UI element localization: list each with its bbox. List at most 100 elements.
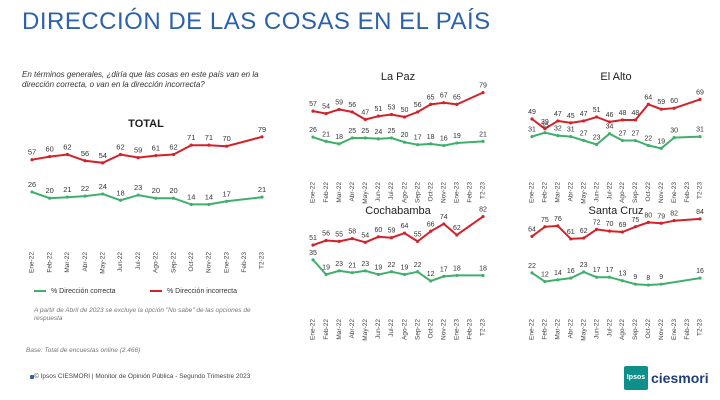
data-point-2-1-13 xyxy=(698,135,702,139)
data-point-0-0-2 xyxy=(65,152,69,157)
tick-label-2-8: Sep-22 xyxy=(632,182,639,203)
data-label-2-1-2: 32 xyxy=(554,126,562,133)
data-label-4-0-2: 76 xyxy=(554,216,562,223)
data-point-2-1-7 xyxy=(620,138,625,143)
data-point-1-0-1 xyxy=(324,112,328,116)
tick-label-1-11: Ene-23 xyxy=(454,182,461,203)
data-point-0-1-5 xyxy=(118,198,123,202)
data-label-2-0-3: 45 xyxy=(567,113,575,120)
footnote: A partir de Abril de 2023 se excluye la … xyxy=(34,307,251,322)
data-point-2-1-11 xyxy=(672,136,676,140)
data-label-2-1-6: 34 xyxy=(606,124,614,131)
data-point-2-1-0 xyxy=(530,135,534,139)
legend-correct: % Dirección correcta xyxy=(34,288,116,295)
data-point-2-0-2 xyxy=(556,119,560,123)
data-label-4-0-0: 64 xyxy=(528,226,536,233)
data-label-2-0-8: 48 xyxy=(631,110,639,117)
data-point-0-1-6 xyxy=(136,193,140,197)
data-point-1-1-13 xyxy=(481,139,485,143)
data-label-0-1-4: 24 xyxy=(99,182,107,191)
tick-label-1-9: Oct-22 xyxy=(427,182,434,202)
data-point-4-1-2 xyxy=(556,278,560,282)
tick-label-1-8: Sep-22 xyxy=(414,182,421,203)
legend-correct-label: % Dirección correcta xyxy=(51,288,116,295)
tick-label-0-13: T2-23 xyxy=(259,252,266,269)
data-label-0-0-6: 59 xyxy=(134,146,142,155)
tick-label-0-5: Jun-22 xyxy=(117,252,124,272)
tick-label-1-0: Ene-22 xyxy=(310,182,317,203)
data-point-4-0-7 xyxy=(620,230,625,234)
data-point-1-1-8 xyxy=(416,143,420,147)
data-point-2-1-10 xyxy=(659,146,663,150)
tick-label-4-1: Feb-22 xyxy=(542,319,549,340)
data-label-3-1-13: 18 xyxy=(479,265,487,272)
data-label-0-0-9: 71 xyxy=(187,133,195,142)
data-point-2-1-4 xyxy=(582,138,586,143)
base-note: Base: Total de encuestas online (2.466) xyxy=(26,347,141,354)
data-point-1-1-0 xyxy=(311,135,315,139)
survey-question: En términos generales, ¿diría que las co… xyxy=(22,70,259,89)
data-label-3-0-5: 60 xyxy=(374,227,382,234)
data-point-3-0-10 xyxy=(442,222,446,226)
tick-label-2-10: Nov-22 xyxy=(658,182,665,203)
data-label-3-0-3: 58 xyxy=(348,229,356,236)
data-point-1-0-10 xyxy=(442,101,446,105)
data-point-0-0-5 xyxy=(118,152,123,157)
data-label-0-1-6: 23 xyxy=(134,183,142,192)
data-label-2-1-13: 31 xyxy=(696,127,704,134)
tick-label-0-6: Jul-22 xyxy=(135,252,142,270)
data-point-2-1-1 xyxy=(543,131,547,135)
data-label-4-0-13: 84 xyxy=(696,209,704,216)
data-label-4-1-2: 14 xyxy=(554,270,562,277)
data-point-1-1-5 xyxy=(376,137,380,141)
data-point-0-0-4 xyxy=(101,161,105,165)
data-point-1-0-6 xyxy=(389,112,394,117)
tick-label-1-13: T2-23 xyxy=(480,182,487,199)
data-label-4-1-13: 16 xyxy=(696,268,704,275)
tick-label-3-10: Nov-22 xyxy=(440,319,447,340)
data-label-3-0-6: 59 xyxy=(388,228,396,235)
data-point-4-0-5 xyxy=(595,227,599,231)
data-point-0-0-11 xyxy=(225,144,229,148)
data-point-1-0-0 xyxy=(311,109,315,113)
data-point-0-1-8 xyxy=(171,196,176,200)
data-point-1-1-9 xyxy=(429,142,433,146)
data-point-4-1-4 xyxy=(582,270,586,274)
footer-text: © Ipsos CIESMORI | Monitor de Opinión Pú… xyxy=(34,373,251,380)
data-label-3-0-13: 82 xyxy=(479,207,487,214)
tick-label-0-9: Oct-22 xyxy=(188,252,195,272)
data-label-2-0-7: 48 xyxy=(619,110,627,117)
tick-label-4-10: Nov-22 xyxy=(658,319,665,340)
data-point-0-0-6 xyxy=(136,156,140,160)
data-point-3-0-0 xyxy=(311,243,315,247)
data-label-1-0-5: 51 xyxy=(374,106,382,113)
data-point-2-1-8 xyxy=(633,138,637,143)
data-point-2-1-5 xyxy=(595,142,599,147)
data-label-1-0-0: 57 xyxy=(309,101,317,108)
data-point-0-1-9 xyxy=(189,202,193,207)
data-label-2-1-10: 19 xyxy=(657,138,665,145)
data-point-2-1-3 xyxy=(569,135,573,139)
tick-label-4-12: Feb-23 xyxy=(684,319,691,340)
data-label-3-1-7: 19 xyxy=(401,265,409,272)
data-point-0-0-9 xyxy=(189,143,193,147)
tick-label-0-2: Mar-22 xyxy=(64,252,71,273)
data-label-4-1-0: 22 xyxy=(528,263,536,270)
data-point-4-0-10 xyxy=(659,221,663,225)
data-point-0-1-0 xyxy=(30,190,34,194)
data-point-4-0-4 xyxy=(582,236,586,240)
tick-label-0-4: May-22 xyxy=(99,252,106,274)
data-point-1-0-3 xyxy=(350,110,354,114)
data-point-3-0-13 xyxy=(481,214,485,219)
data-label-2-0-13: 69 xyxy=(696,89,704,96)
data-label-0-1-1: 20 xyxy=(46,186,54,195)
data-label-4-1-6: 17 xyxy=(606,267,614,274)
data-point-3-1-4 xyxy=(363,269,367,273)
data-point-4-1-13 xyxy=(698,276,702,280)
data-point-0-1-1 xyxy=(48,196,52,200)
data-label-1-0-13: 79 xyxy=(479,83,487,90)
data-label-0-0-8: 62 xyxy=(169,143,177,152)
data-point-3-0-7 xyxy=(402,231,407,235)
data-label-3-1-4: 23 xyxy=(361,261,369,268)
